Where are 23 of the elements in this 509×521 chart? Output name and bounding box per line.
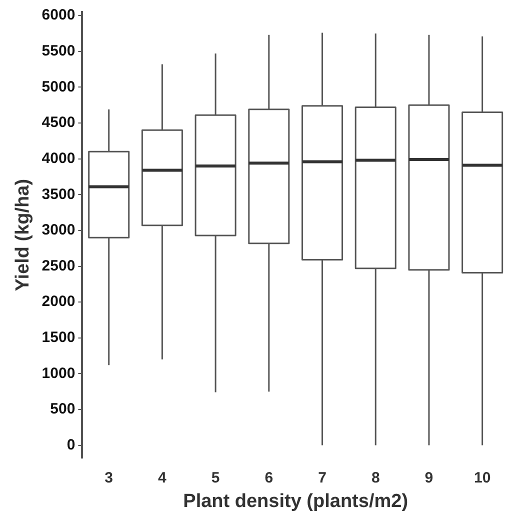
y-tick-label: 4500 [42,114,76,132]
x-tick-label: 4 [158,469,168,486]
x-tick-label: 5 [211,469,220,486]
y-tick-label: 0 [66,436,76,454]
y-tick-label: 500 [50,400,76,418]
y-tick-label: 5000 [42,78,76,96]
y-tick-label: 3000 [42,222,76,239]
y-tick-label: 3500 [42,186,76,203]
y-tick-label: 1000 [42,364,76,382]
y-tick-label: 5500 [42,42,76,60]
y-tick-label: 2000 [42,293,76,310]
y-tick-label: 1500 [42,329,76,346]
y-axis-title: Yield (kg/ha) [12,178,34,292]
x-tick-label: 10 [474,469,491,486]
x-axis-title: Plant density (plants/m2) [183,490,408,512]
x-tick-label: 7 [318,469,326,486]
y-tick-label: 2500 [42,257,76,274]
y-tick-label: 4000 [42,150,76,167]
y-tick-label: 6000 [42,6,76,24]
x-tick-label: 8 [371,469,380,486]
x-tick-label: 3 [104,469,114,486]
x-tick-label: 6 [264,469,274,486]
x-tick-label: 9 [424,469,434,486]
